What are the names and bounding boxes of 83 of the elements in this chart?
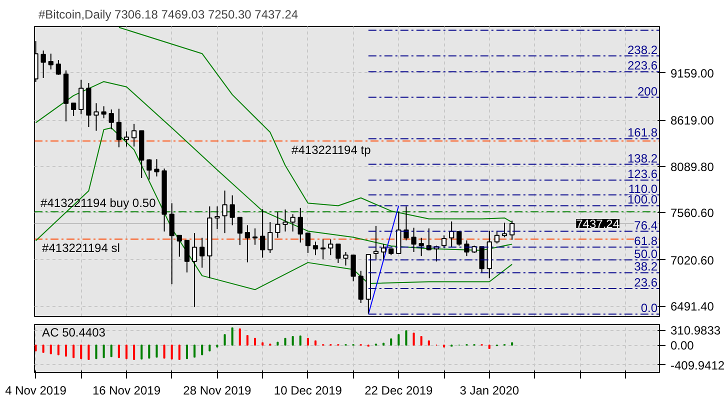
candlestick — [70, 102, 76, 117]
chart-title: AC 50.4403 — [42, 326, 106, 340]
candlestick — [56, 59, 62, 76]
ref-line-label: #413221194 sl — [42, 241, 120, 256]
candlestick — [396, 212, 402, 254]
y-tick-label: 9159.00 — [670, 66, 714, 80]
x-tick-label: 4 Nov 2019 — [5, 384, 67, 398]
candlestick — [336, 244, 341, 264]
candlestick — [252, 228, 258, 246]
candlestick — [298, 207, 303, 244]
y-tick-label: 0.00 — [670, 338, 694, 353]
candlestick — [305, 232, 311, 254]
y-tick-label: -409.9412 — [670, 358, 725, 372]
candlestick — [94, 102, 99, 132]
ref-line-label: 23.6 — [634, 276, 658, 290]
chart-title: #Bitcoin,Daily 7306.18 7469.03 7250.30 7437.24 — [38, 8, 298, 22]
candlestick — [328, 238, 334, 256]
x-tick-label: 3 Jan 2020 — [460, 384, 520, 398]
candlestick — [131, 123, 137, 148]
candlestick — [184, 240, 190, 273]
candlestick — [268, 222, 273, 254]
ref-line-label: 61.8 — [634, 234, 658, 248]
candlestick — [108, 108, 114, 130]
candlestick — [200, 237, 205, 268]
candlestick — [411, 227, 416, 252]
candlestick — [350, 254, 356, 282]
candlestick — [290, 214, 296, 232]
candlestick — [282, 208, 288, 232]
y-tick-label: 7020.60 — [670, 253, 714, 268]
x-tick-label: 28 Nov 2019 — [183, 384, 252, 398]
candlestick — [40, 50, 46, 78]
candlestick — [124, 130, 130, 148]
ref-line-label: 161.8 — [627, 126, 658, 140]
candlestick — [358, 270, 364, 304]
candlestick — [312, 241, 318, 256]
candlestick — [244, 224, 250, 263]
candlestick — [101, 106, 106, 119]
candlestick — [222, 190, 228, 234]
candlestick — [192, 232, 198, 308]
candlestick — [176, 234, 182, 258]
candlestick — [404, 206, 409, 241]
candlestick — [426, 228, 432, 251]
candlestick — [320, 238, 326, 260]
ref-line-label: 50.0 — [634, 246, 658, 261]
x-tick-label: 10 Dec 2019 — [274, 384, 342, 398]
y-tick-label: 8089.80 — [670, 160, 714, 174]
candlestick — [441, 234, 447, 248]
y-tick-label: 6491.40 — [670, 300, 714, 314]
candlestick — [214, 206, 220, 230]
ref-line-label: #413221194 tp — [292, 142, 372, 157]
candlestick — [48, 53, 54, 70]
candlestick — [78, 79, 84, 115]
candlestick — [494, 230, 500, 244]
candlestick — [275, 212, 280, 238]
ref-line-label: 76.4 — [634, 218, 658, 232]
candlestick — [116, 108, 122, 148]
x-tick-label: 22 Dec 2019 — [364, 384, 434, 398]
y-tick-label: 8619.00 — [670, 114, 714, 128]
candlestick — [502, 222, 508, 238]
candlestick — [154, 158, 160, 177]
x-tick-label: 16 Nov 2019 — [92, 384, 161, 398]
candlestick — [456, 230, 462, 246]
candlestick — [169, 202, 174, 285]
ref-line-label: 7437.24 — [576, 216, 620, 231]
ref-line-label: 138.2 — [627, 151, 658, 166]
candlestick — [509, 220, 515, 240]
candlestick — [373, 225, 379, 260]
candlestick — [380, 244, 386, 260]
ref-line-label: 223.6 — [627, 58, 658, 73]
candlestick — [230, 194, 235, 226]
candlestick — [146, 158, 152, 180]
candlestick — [343, 251, 348, 266]
candlestick — [418, 237, 424, 257]
candlestick — [464, 240, 470, 257]
y-tick-label: 7560.60 — [670, 206, 714, 220]
ref-line-label: 123.6 — [627, 167, 658, 182]
candlestick — [260, 208, 266, 258]
ref-line-label: 200 — [637, 84, 658, 98]
ref-line-label: 0.0 — [640, 301, 658, 316]
candlestick — [237, 216, 242, 246]
y-tick-label: 310.9833 — [670, 324, 721, 338]
ref-line-label: 38.2 — [634, 260, 658, 274]
ref-line-label: 238.2 — [627, 42, 658, 57]
